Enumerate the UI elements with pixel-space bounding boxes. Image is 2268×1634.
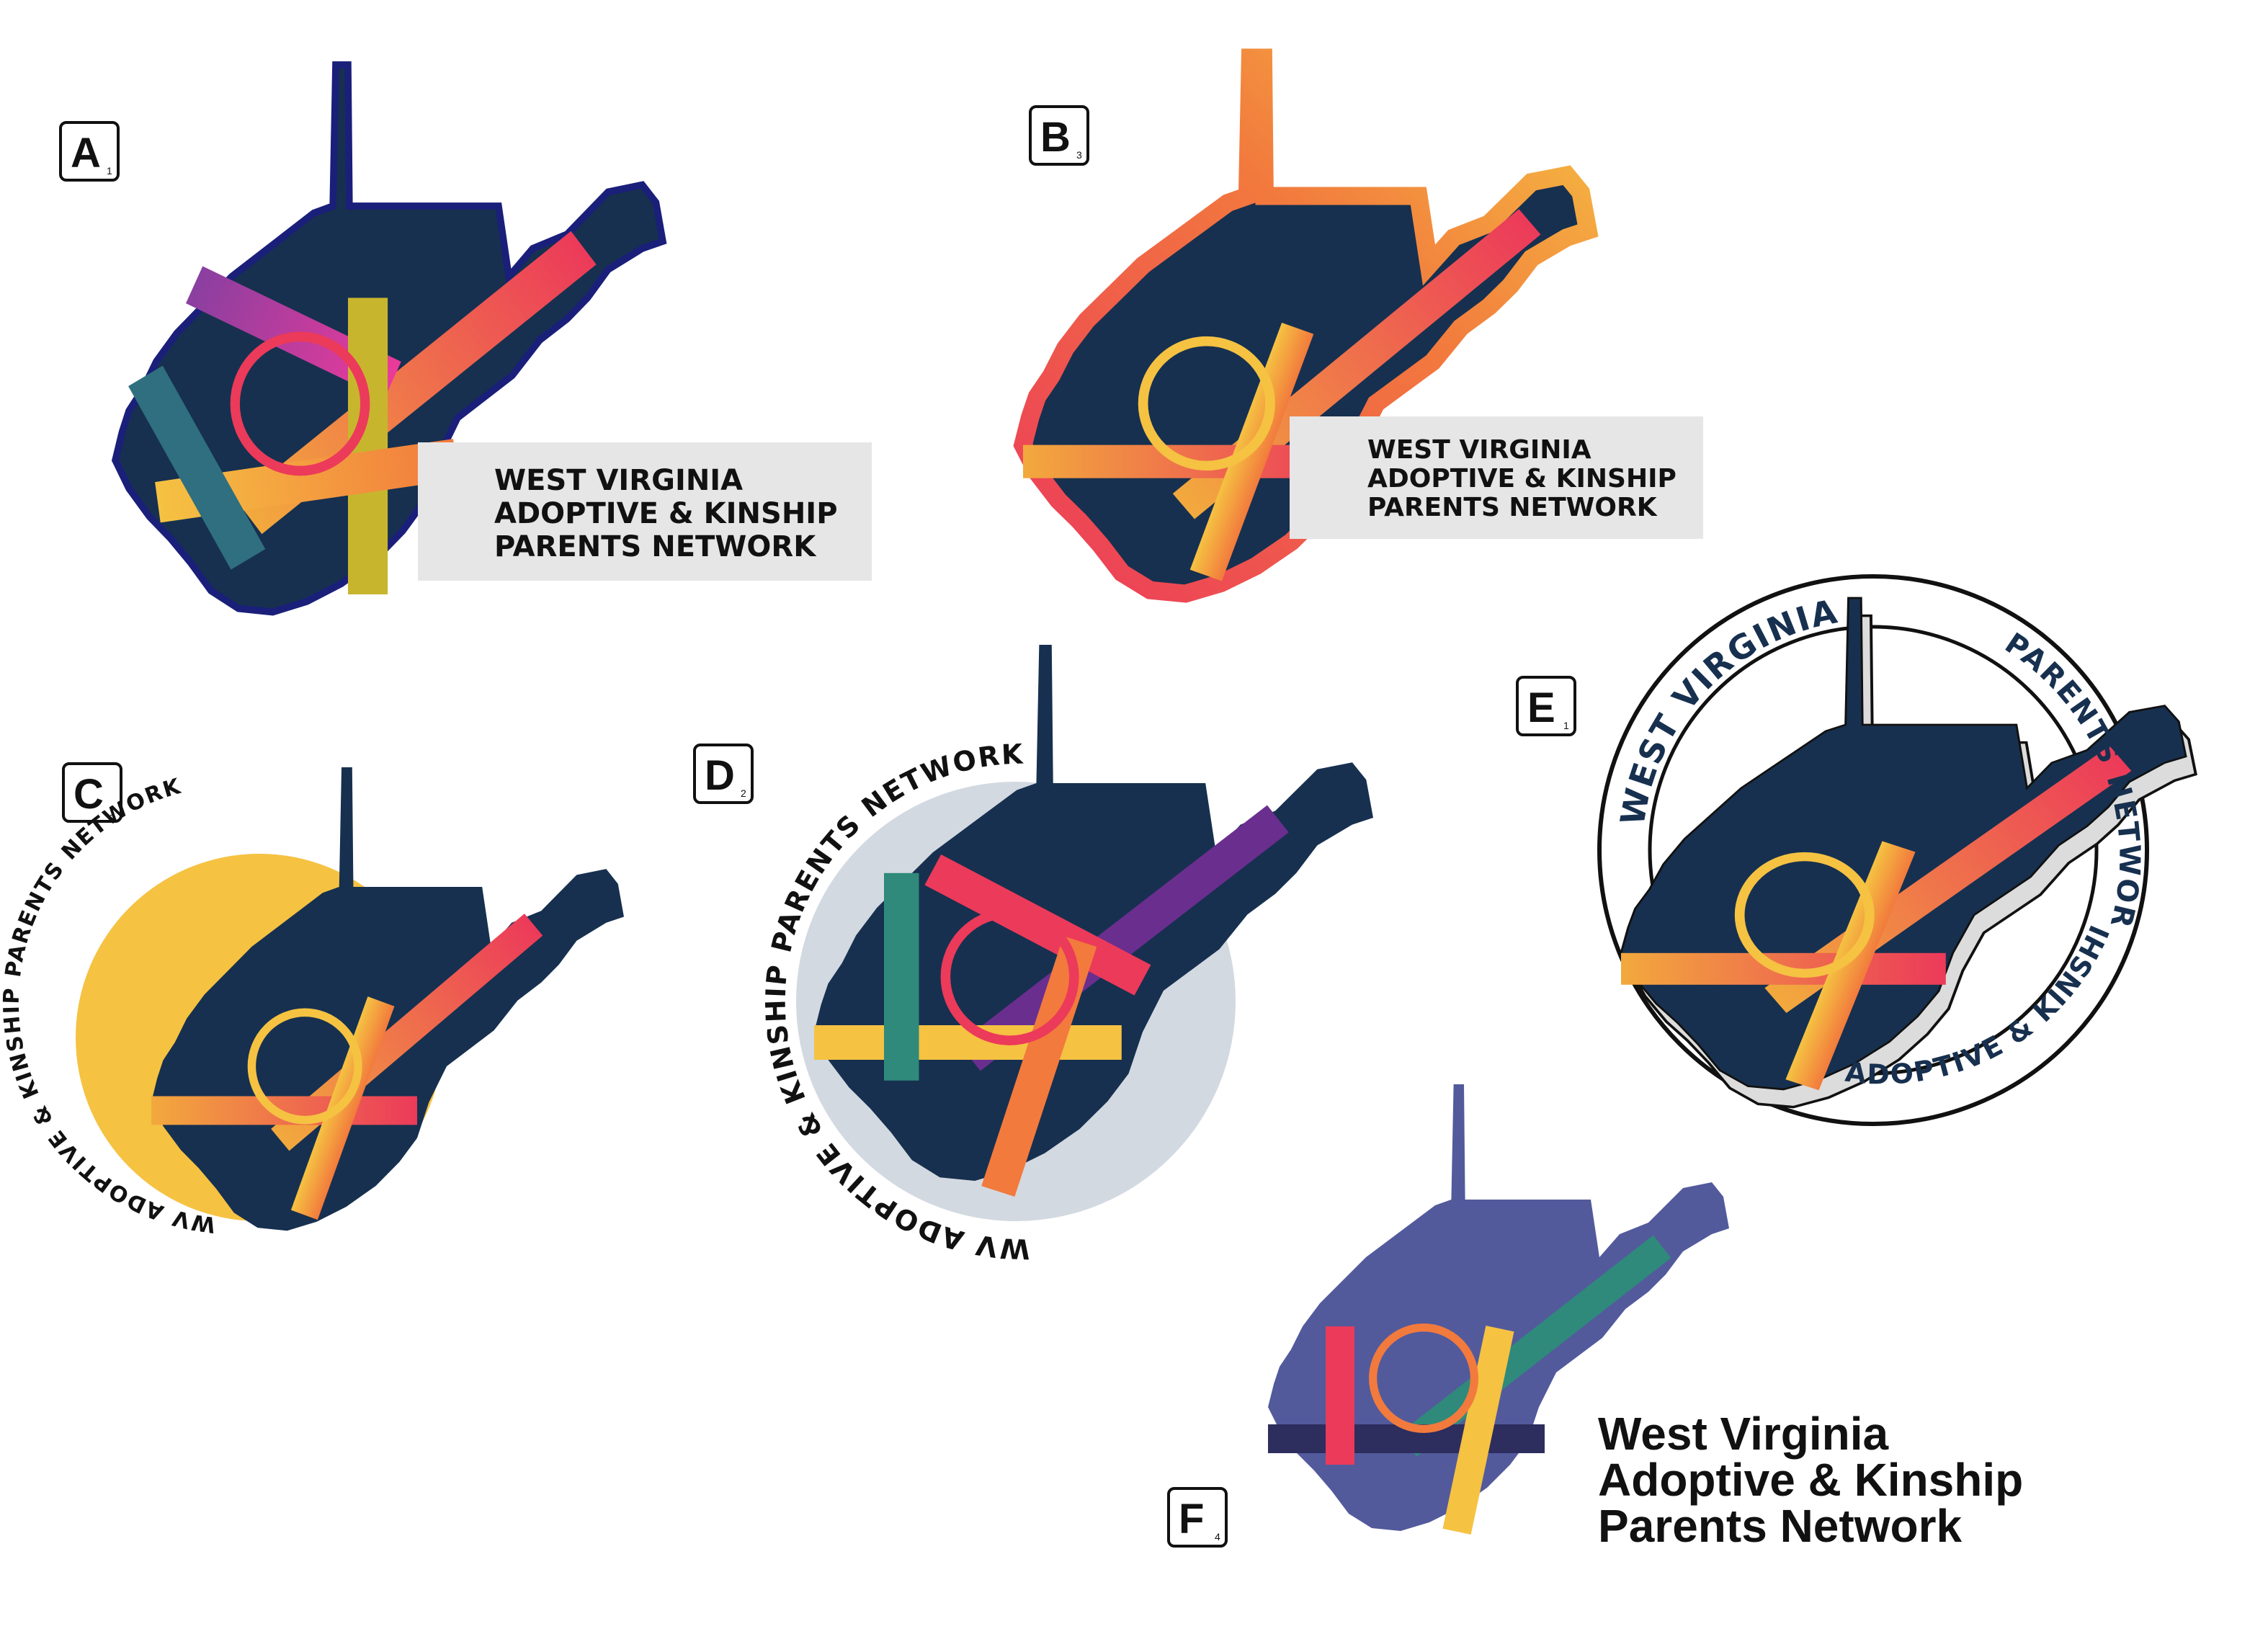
wordmark-f: West Virginia Adoptive & Kinship Parents… xyxy=(1598,1408,2023,1552)
hands-ring xyxy=(1138,336,1275,471)
logo-concept-b: B 3 WEST VIRGINIA ADOPTIVE & KINSHIP PAR… xyxy=(1023,58,1703,594)
hands-ring xyxy=(230,331,370,476)
wv-state-map xyxy=(814,645,1373,1197)
tile-f: F 4 xyxy=(1167,1487,1228,1548)
wordmark-b: WEST VIRGINIA ADOPTIVE & KINSHIP PARENTS… xyxy=(1290,416,1703,539)
tile-number: 1 xyxy=(107,165,112,177)
wordmark-line-1: WEST VIRGINIA xyxy=(1367,435,1591,465)
tile-letter: F xyxy=(1179,1496,1204,1543)
logo-concept-d: D 2 WV ADOPTIVE & KINSHIP PARENTS NETWOR… xyxy=(693,645,1373,1265)
hands-ring xyxy=(1369,1323,1479,1434)
tile-number: 1 xyxy=(1563,720,1569,731)
band xyxy=(128,365,266,570)
hands-ring xyxy=(1734,852,1875,978)
hands-ring xyxy=(940,908,1079,1045)
wordmark-line-3: PARENTS NETWORK xyxy=(494,530,817,563)
tile-letter: C xyxy=(73,771,104,818)
tile-a: A 1 xyxy=(59,121,120,182)
band xyxy=(1785,841,1916,1091)
text-panel xyxy=(1290,416,1703,539)
wordmark-line-1: WEST VIRGINIA xyxy=(494,464,743,497)
tile-letter: D xyxy=(705,752,735,799)
tile-e: E 1 xyxy=(1516,676,1576,736)
wordmark-line-3: PARENTS NETWORK xyxy=(1367,493,1658,522)
hands-ring xyxy=(247,1008,362,1125)
band xyxy=(924,854,1151,996)
logo-concept-a: A 1 WEST VIRGINIA ADOPTIVE & KINSHIP PAR… xyxy=(59,65,872,612)
wordmark-a: WEST VIRGINIA ADOPTIVE & KINSHIP PARENTS… xyxy=(418,442,872,581)
band xyxy=(151,1096,417,1125)
tile-number: 2 xyxy=(741,787,746,799)
logo-concept-f: F 4 West Virginia Adoptive & Kinship Par… xyxy=(1167,1084,2023,1552)
tile-letter: B xyxy=(1040,114,1071,161)
tile-c: C 1 xyxy=(62,762,122,823)
wv-state-map xyxy=(115,65,663,612)
tile-number: 1 xyxy=(110,806,115,818)
wv-state-map xyxy=(1268,1084,1729,1535)
wordmark-line-3: Parents Network xyxy=(1598,1500,1962,1552)
wv-state-map xyxy=(151,767,624,1231)
tile-number: 4 xyxy=(1215,1531,1220,1543)
text-panel xyxy=(418,442,872,581)
band xyxy=(1442,1325,1514,1535)
band xyxy=(884,872,919,1081)
tile-d: D 2 xyxy=(693,744,754,804)
band xyxy=(1326,1326,1354,1465)
wordmark-line-2: ADOPTIVE & KINSHIP xyxy=(494,497,838,530)
tile-letter: E xyxy=(1527,684,1555,731)
wordmark-line-1: West Virginia xyxy=(1598,1408,1889,1460)
logo-concept-c: C 1 WV ADOPTIVE & KINSHIP PARENTS NETWOR… xyxy=(0,762,624,1237)
tile-b: B 3 xyxy=(1029,105,1089,166)
tile-number: 3 xyxy=(1076,149,1082,161)
wordmark-line-2: Adoptive & Kinship xyxy=(1598,1454,2023,1506)
wv-state-map xyxy=(1620,597,2197,1109)
tile-letter: A xyxy=(71,130,101,177)
wordmark-line-2: ADOPTIVE & KINSHIP xyxy=(1367,464,1677,494)
